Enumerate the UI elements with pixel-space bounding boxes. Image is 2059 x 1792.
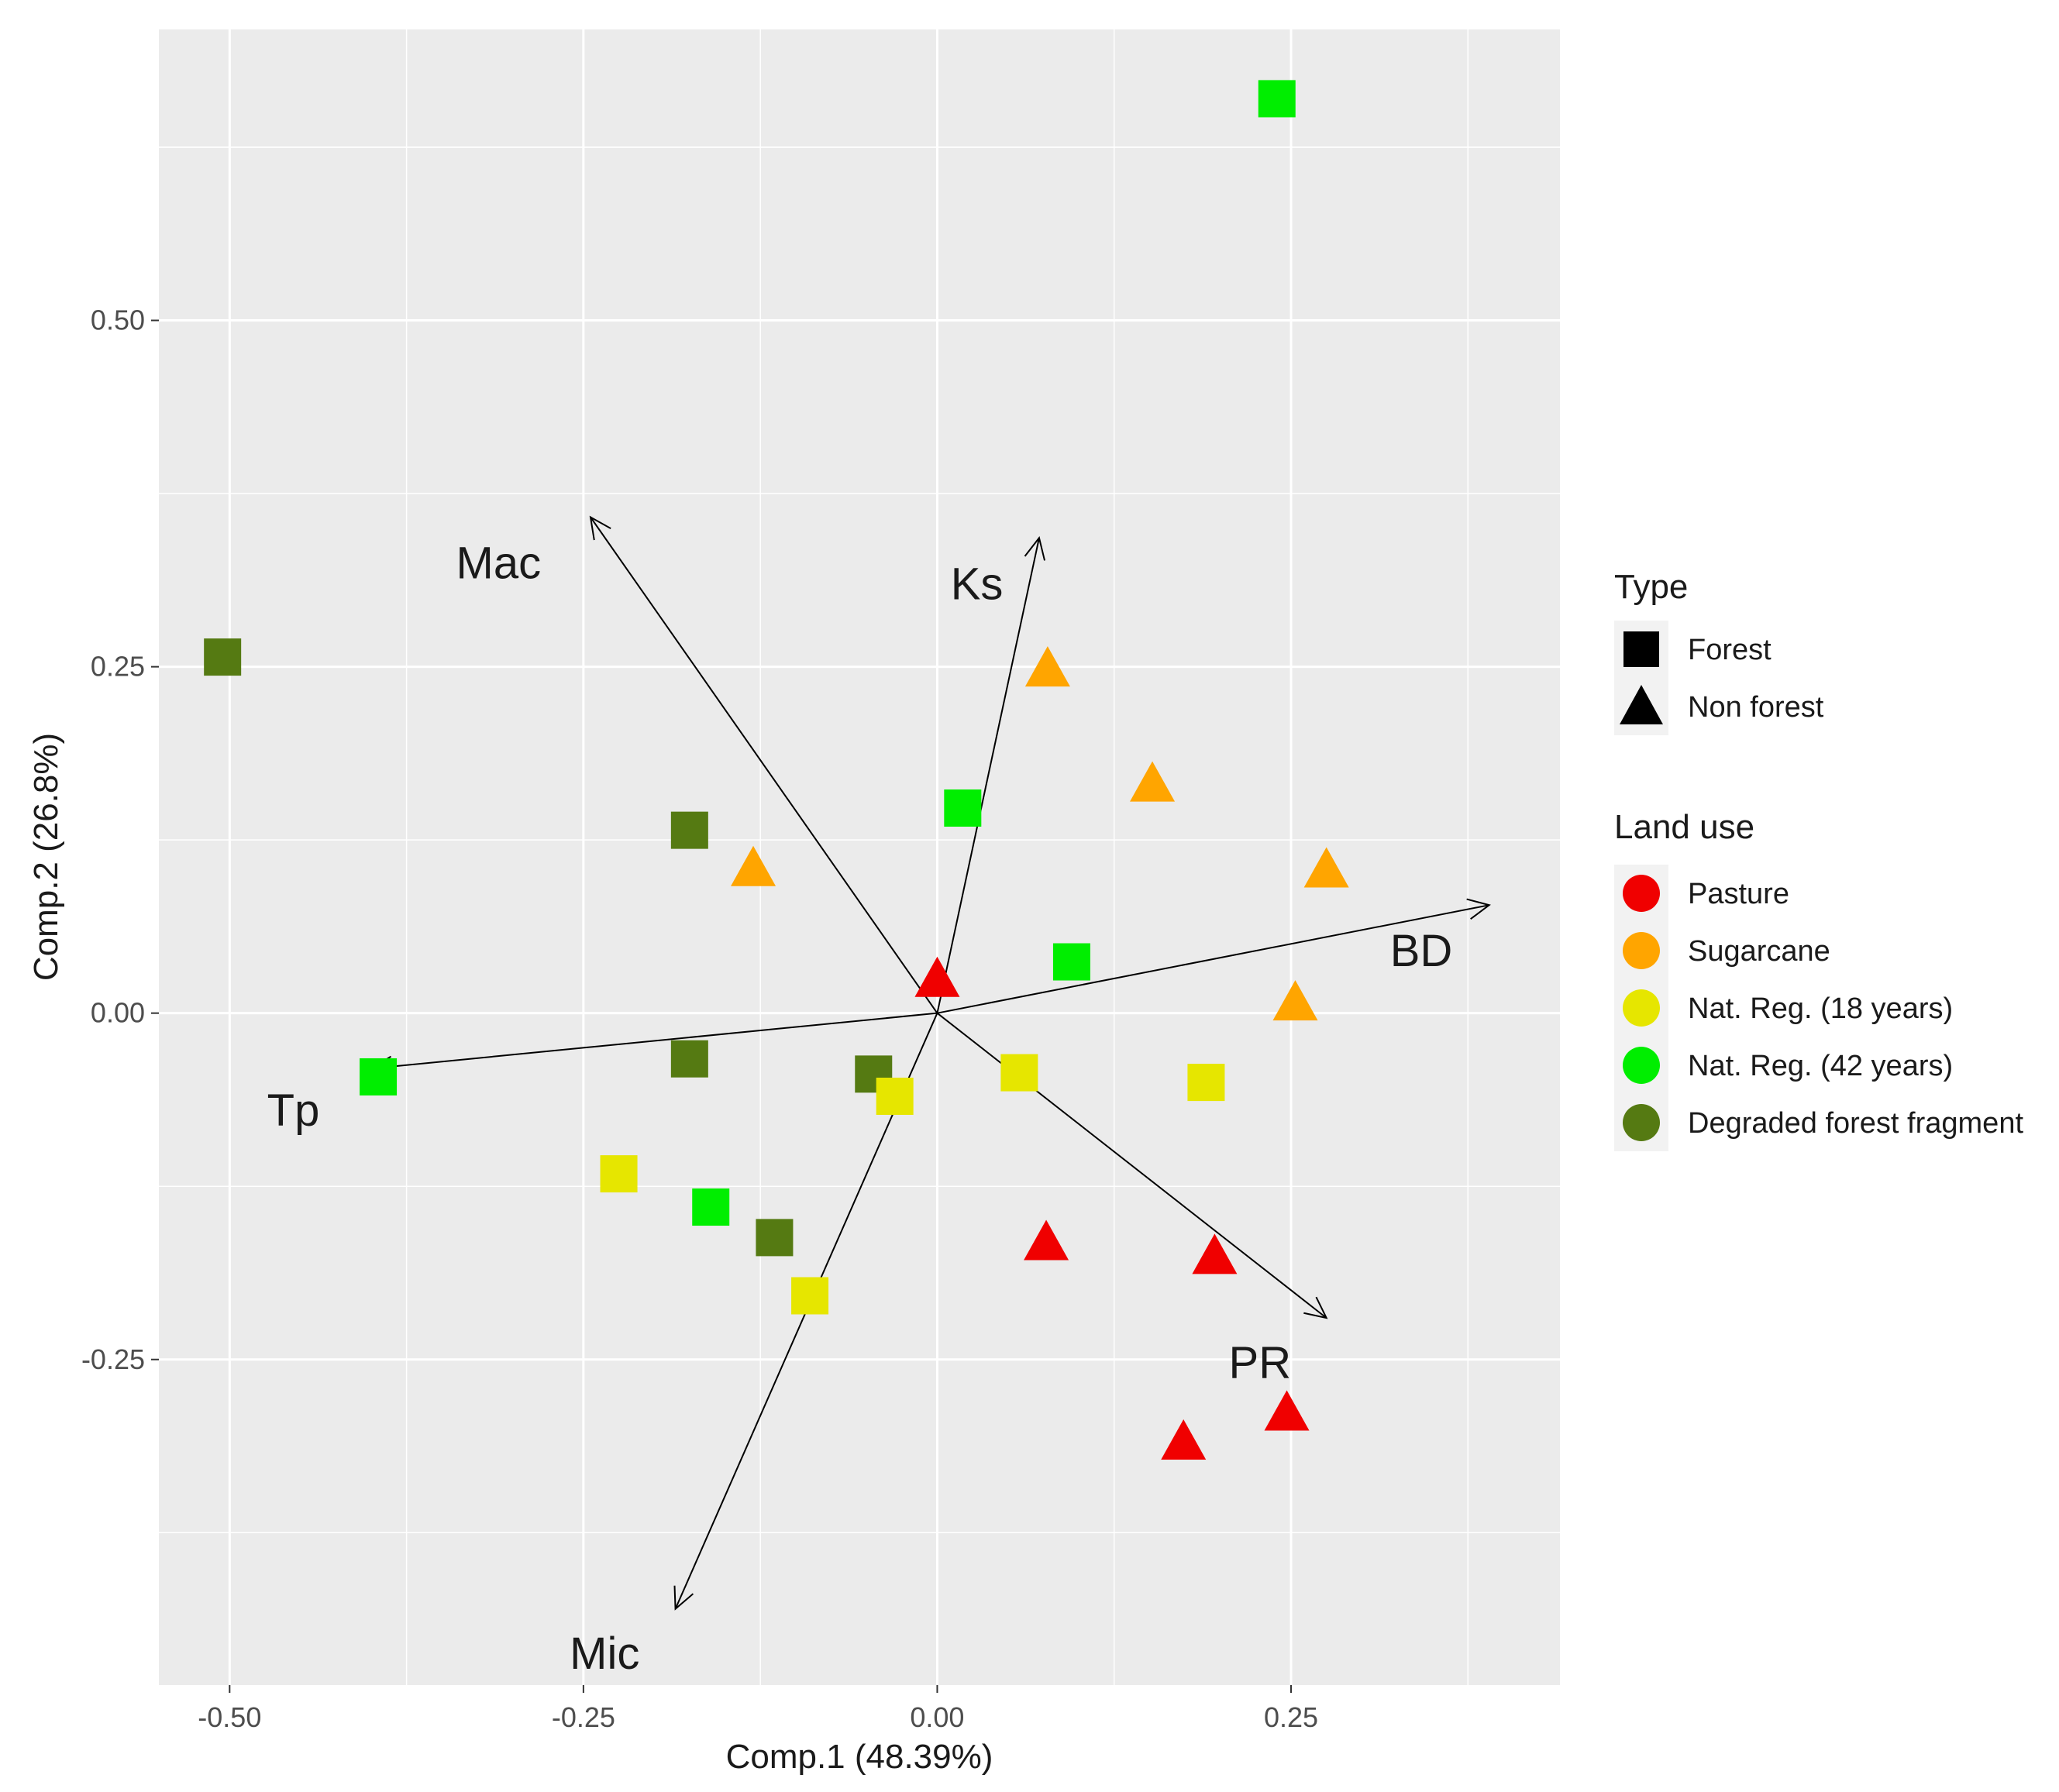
arrow-bd xyxy=(937,904,1489,1014)
point-square-natreg18 xyxy=(1000,1054,1038,1092)
arrow-label-bd: BD xyxy=(1390,926,1453,976)
point-square-degraded xyxy=(670,1040,708,1078)
arrow-label-mic: Mic xyxy=(570,1629,639,1679)
point-square-natreg18 xyxy=(876,1077,914,1115)
point-triangle-pasture xyxy=(1161,1419,1207,1460)
x-tick-label: -0.25 xyxy=(552,1701,615,1733)
x-tick-label: 0.25 xyxy=(1264,1701,1318,1733)
grid-major xyxy=(159,29,1560,1685)
y-axis: -0.25 0.00 0.25 0.50 xyxy=(81,304,159,1375)
point-square-natreg42 xyxy=(692,1188,730,1226)
arrow-label-pr: PR xyxy=(1229,1337,1292,1388)
arrow-head-bd xyxy=(1466,898,1491,920)
point-square-degraded xyxy=(756,1219,794,1257)
y-tick-label: -0.25 xyxy=(81,1343,145,1375)
legend-label-degraded: Degraded forest fragment xyxy=(1688,1107,2023,1140)
arrow-head-mac xyxy=(589,515,611,541)
point-triangle-sugarcane xyxy=(1303,847,1349,888)
legend-key-triangle xyxy=(1620,685,1663,724)
legend-key-natreg42 xyxy=(1623,1047,1660,1084)
point-triangle-sugarcane xyxy=(1130,761,1176,802)
grid-minor xyxy=(159,29,1560,1685)
legend-label-natreg18: Nat. Reg. (18 years) xyxy=(1688,992,1953,1025)
x-tick-label: -0.50 xyxy=(198,1701,261,1733)
point-square-natreg42 xyxy=(1052,943,1090,981)
legend-key-degraded xyxy=(1623,1104,1660,1141)
point-square-degraded xyxy=(670,811,708,849)
legend-label-type: Non forest xyxy=(1688,691,1824,724)
point-triangle-pasture xyxy=(1264,1390,1310,1431)
point-triangle-pasture xyxy=(1024,1219,1069,1261)
arrow-label-ks: Ks xyxy=(951,559,1004,609)
point-square-natreg18 xyxy=(1187,1064,1225,1102)
plot-panel xyxy=(159,29,1560,1685)
data-points xyxy=(204,80,1349,1460)
arrow-mac xyxy=(590,516,938,1014)
legend-label-pasture: Pasture xyxy=(1688,878,1789,910)
y-tick-label: 0.25 xyxy=(91,651,145,683)
legend-key-natreg18 xyxy=(1623,989,1660,1027)
arrow-head-ks xyxy=(1024,536,1046,561)
point-triangle-pasture xyxy=(1192,1233,1238,1274)
legend-key-pasture xyxy=(1623,875,1660,912)
arrow-label-mac: Mac xyxy=(456,538,542,588)
point-triangle-sugarcane xyxy=(1272,980,1318,1021)
x-tick-label: 0.00 xyxy=(910,1701,964,1733)
x-axis: -0.50 -0.25 0.00 0.25 xyxy=(198,1685,1318,1733)
arrow-head-pr xyxy=(1303,1296,1328,1319)
y-axis-title: Comp.2 (26.8%) xyxy=(27,733,65,981)
point-triangle-sugarcane xyxy=(731,845,776,886)
legend-key-sugarcane xyxy=(1623,932,1660,969)
arrow-label-tp: Tp xyxy=(267,1085,320,1136)
x-axis-title: Comp.1 (48.39%) xyxy=(726,1738,993,1776)
point-square-natreg42 xyxy=(360,1058,398,1095)
point-square-natreg42 xyxy=(944,789,982,827)
point-triangle-pasture xyxy=(914,956,960,997)
y-tick-label: 0.00 xyxy=(91,997,145,1029)
point-square-natreg18 xyxy=(600,1155,638,1193)
legend-label-sugarcane: Sugarcane xyxy=(1688,935,1830,968)
arrow-tp xyxy=(370,1012,938,1070)
point-triangle-sugarcane xyxy=(1024,646,1070,687)
point-square-degraded xyxy=(204,638,242,676)
legend-title-land-use: Land use xyxy=(1614,808,1754,846)
loading-arrows: Mac Ks BD Tp PR Mic xyxy=(267,515,1491,1679)
legend-label-type: Forest xyxy=(1688,634,1771,666)
legend-key-square xyxy=(1623,631,1659,667)
point-square-natreg18 xyxy=(791,1277,829,1315)
legend-title-type: Type xyxy=(1614,568,1688,606)
arrow-ks xyxy=(936,538,1040,1013)
y-tick-label: 0.50 xyxy=(91,304,145,336)
legend-label-natreg42: Nat. Reg. (42 years) xyxy=(1688,1050,1953,1082)
arrow-head-mic xyxy=(673,1585,694,1611)
point-square-natreg42 xyxy=(1258,80,1296,118)
